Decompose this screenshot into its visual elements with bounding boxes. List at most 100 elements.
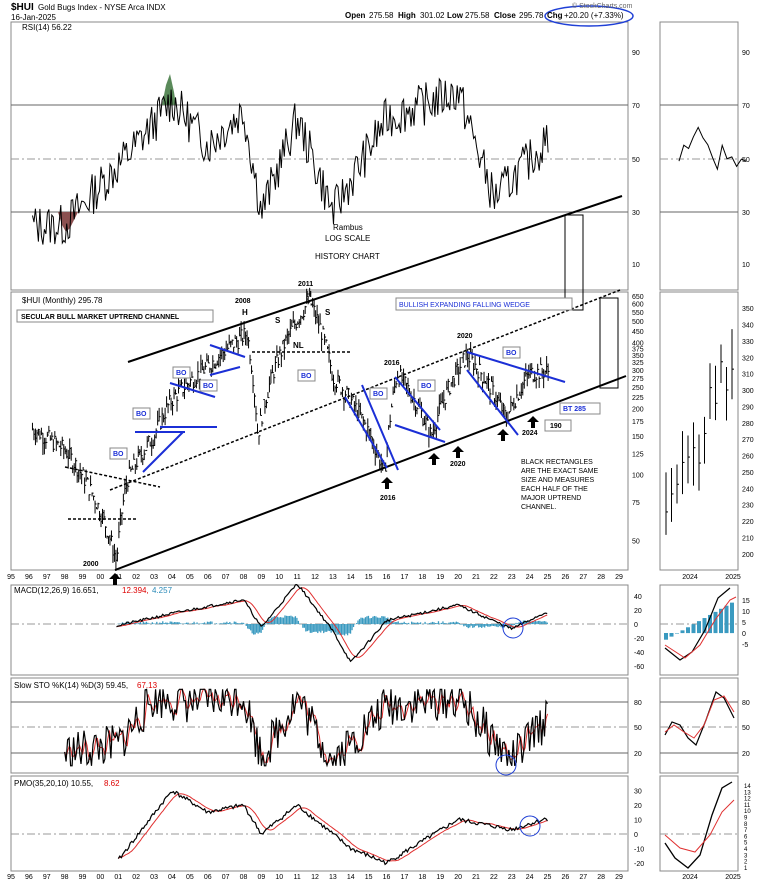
macd-histogram-bar bbox=[542, 621, 544, 625]
macd-histogram-bar bbox=[415, 622, 417, 625]
macd-histogram-bar bbox=[539, 620, 541, 625]
macd-histogram-bar bbox=[403, 621, 405, 625]
label-s-left: S bbox=[275, 316, 281, 325]
macd-histogram-bar bbox=[120, 623, 122, 625]
label-h-2011: H bbox=[306, 290, 312, 299]
macd-histogram-bar bbox=[412, 622, 414, 625]
macd-histogram-bar bbox=[458, 623, 460, 625]
right-x-tick-2025-lower: 2025 bbox=[725, 874, 741, 881]
price-tick: 275 bbox=[632, 376, 644, 383]
right-pmo-tick: 6 bbox=[744, 834, 748, 840]
x-tick-label-lower: 97 bbox=[43, 874, 51, 881]
macd-histogram-bar bbox=[175, 622, 177, 625]
macd-histogram-bar bbox=[518, 622, 520, 625]
x-tick-label-upper: 21 bbox=[472, 574, 480, 581]
label-2020-top: 2020 bbox=[457, 333, 473, 340]
price-tick: 600 bbox=[632, 302, 644, 309]
macd-tick: 40 bbox=[634, 594, 642, 601]
right-pmo-tick: 12 bbox=[744, 797, 751, 803]
macd-label-c: 4.257 bbox=[152, 586, 173, 595]
secular-callout-box bbox=[16, 309, 214, 323]
macd-histogram-bar bbox=[194, 623, 197, 625]
bt285-box bbox=[559, 402, 601, 415]
arrow-2019 bbox=[428, 453, 440, 465]
label-2008: 2008 bbox=[235, 298, 251, 305]
x-tick-label-upper: 15 bbox=[365, 574, 373, 581]
arrow-2022 bbox=[497, 429, 509, 441]
macd-histogram-bar bbox=[360, 617, 362, 625]
macd-histogram-bar bbox=[273, 616, 276, 625]
macd-histogram-bar bbox=[448, 622, 450, 625]
macd-histogram-bar bbox=[264, 624, 267, 625]
right-price-tick: 350 bbox=[742, 306, 754, 313]
macd-histogram-bar bbox=[171, 621, 173, 625]
right-sto-tick: 80 bbox=[742, 700, 750, 707]
rsi-series-group bbox=[32, 77, 549, 245]
macd-histogram-bar bbox=[357, 620, 359, 625]
wedge-2020-upper bbox=[394, 376, 441, 431]
secular-callout: SECULAR BULL MARKET UPTREND CHANNEL bbox=[21, 314, 180, 321]
macd-histogram-bar bbox=[317, 624, 319, 634]
right-price-tick: 260 bbox=[742, 454, 754, 461]
right-rsi-tick: 10 bbox=[742, 262, 750, 269]
macd-histogram-bar bbox=[324, 624, 326, 632]
header-open-label: Open bbox=[345, 11, 366, 20]
right-sto-tick: 20 bbox=[742, 751, 750, 758]
macd-histogram-bar bbox=[145, 621, 148, 625]
x-tick-label-lower: 00 bbox=[97, 874, 105, 881]
x-tick-label-lower: 17 bbox=[401, 874, 409, 881]
price-tick: 325 bbox=[632, 360, 644, 367]
right-pmo-line bbox=[664, 781, 733, 869]
x-tick-label-lower: 23 bbox=[508, 874, 516, 881]
macd-histogram-bar bbox=[163, 623, 165, 625]
macd-histogram-bar bbox=[239, 623, 241, 625]
macd-histogram-bar bbox=[346, 624, 349, 636]
macd-histogram-bar bbox=[484, 624, 486, 628]
macd-histogram-bar bbox=[437, 621, 440, 625]
macd-histogram-bar bbox=[512, 624, 514, 626]
wedge-2024-upper bbox=[466, 351, 566, 383]
macd-histogram-bar bbox=[178, 622, 180, 625]
bo-label-box bbox=[172, 366, 191, 379]
macd-histogram-bar bbox=[235, 621, 237, 625]
price-tick: 300 bbox=[632, 368, 644, 375]
macd-histogram-bar bbox=[402, 622, 404, 625]
right-macd-tick: 15 bbox=[742, 598, 750, 605]
right-macd-bar bbox=[708, 614, 712, 634]
right-pmo-tick: 10 bbox=[744, 809, 751, 815]
rsi-tick: 10 bbox=[632, 262, 640, 269]
macd-histogram-bar bbox=[527, 621, 529, 625]
macd-histogram-bar bbox=[376, 617, 379, 625]
macd-histogram-bar bbox=[332, 624, 334, 632]
x-tick-label-lower: 95 bbox=[7, 874, 15, 881]
rsi-overbought-fill bbox=[162, 74, 176, 105]
macd-histogram-bar bbox=[445, 623, 447, 625]
macd-histogram-bar bbox=[430, 622, 432, 625]
pmo-tick: 30 bbox=[634, 789, 642, 796]
macd-histogram-bar bbox=[466, 624, 468, 628]
x-tick-label-upper: 09 bbox=[257, 574, 265, 581]
sto-tick: 50 bbox=[634, 725, 642, 732]
macd-histogram-bar bbox=[169, 621, 171, 625]
log-scale-text: LOG SCALE bbox=[325, 234, 370, 243]
macd-histogram-bar bbox=[162, 621, 164, 625]
macd-histogram-bar bbox=[121, 622, 124, 625]
label-nl: NL bbox=[293, 341, 304, 350]
bo-label-box bbox=[109, 447, 128, 460]
macd-histogram-bar bbox=[413, 622, 416, 625]
bo-label: BO bbox=[421, 383, 432, 390]
x-tick-label-lower: 09 bbox=[257, 874, 265, 881]
pmo-tick: -10 bbox=[634, 847, 644, 854]
macd-histogram-bar bbox=[257, 624, 259, 634]
bo-label: BO bbox=[113, 451, 124, 458]
header-high: 301.02 bbox=[420, 11, 445, 20]
macd-histogram-bar bbox=[318, 624, 320, 632]
macd-histogram-bar bbox=[399, 623, 401, 625]
macd-histogram-bar bbox=[337, 624, 340, 635]
resistance-1998-line bbox=[64, 466, 161, 488]
macd-histogram-bar bbox=[302, 624, 304, 628]
right-x-tick-2024: 2024 bbox=[682, 574, 698, 581]
macd-histogram-bar bbox=[482, 624, 484, 627]
price-tick: 550 bbox=[632, 310, 644, 317]
x-tick-label-lower: 99 bbox=[79, 874, 87, 881]
